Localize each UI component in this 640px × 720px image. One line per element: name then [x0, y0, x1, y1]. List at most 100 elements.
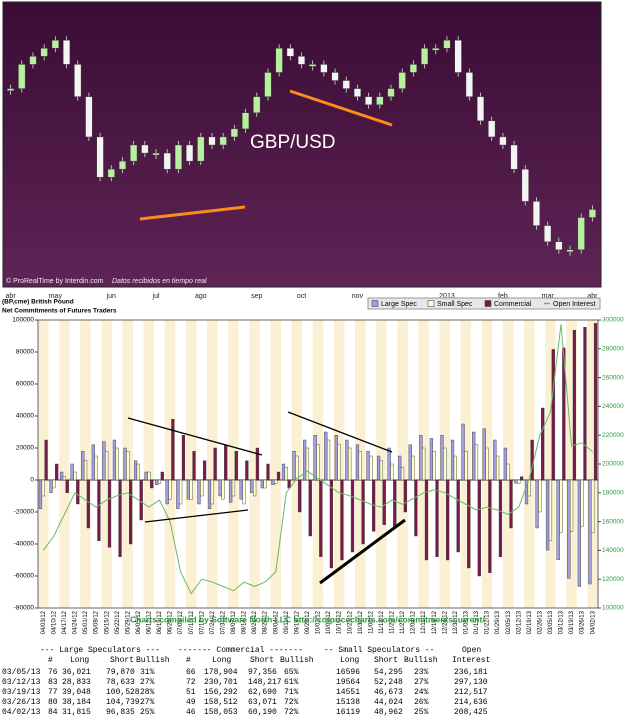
bar	[271, 479, 275, 486]
candle	[499, 136, 507, 146]
bar	[157, 479, 162, 484]
legend-swatch	[371, 300, 379, 307]
band-stripe	[576, 320, 588, 608]
x-tick-label: 04/03/12	[41, 610, 47, 634]
bar	[506, 463, 510, 481]
bar	[432, 451, 436, 481]
candle	[555, 241, 563, 250]
table-column-header: #	[186, 656, 191, 665]
y2-tick-label: 260000	[602, 374, 624, 381]
bar	[276, 471, 281, 481]
bar	[450, 439, 455, 481]
bar	[577, 479, 581, 587]
band-stripe	[175, 320, 186, 608]
y-tick-label: -80000	[14, 605, 35, 612]
band-stripe	[228, 320, 239, 608]
bar	[319, 479, 323, 558]
bar	[456, 479, 460, 553]
band-stripe	[38, 320, 49, 608]
bar	[189, 479, 193, 500]
bar	[350, 479, 355, 553]
band-stripe	[143, 320, 155, 608]
candle	[387, 88, 395, 97]
y-tick-label: 80000	[16, 349, 34, 356]
bar	[588, 479, 592, 585]
cot-title: (BP,cme) British Pound	[2, 299, 74, 306]
bar	[390, 463, 394, 481]
table-cell: 63,071	[248, 698, 277, 707]
bar	[65, 479, 69, 494]
bar	[298, 479, 302, 513]
bar	[355, 444, 360, 481]
bar	[97, 479, 101, 541]
candle	[96, 136, 104, 178]
table-column-header: Long	[340, 656, 359, 665]
bar	[165, 479, 169, 505]
candle	[29, 56, 37, 65]
table-cell: 76	[48, 668, 58, 677]
table-cell: 16119	[336, 708, 360, 717]
x-tick-label: 09/25/12	[305, 610, 311, 634]
x-tick-label: 05/22/12	[115, 610, 121, 634]
candle	[297, 56, 306, 65]
table-column-header: Short	[250, 656, 274, 665]
legend-label: Large Spec	[381, 301, 417, 308]
bar	[548, 479, 553, 541]
table-cell: 148,217	[248, 678, 282, 687]
bar	[160, 471, 164, 481]
band-stripe	[69, 320, 81, 608]
band-stripe	[249, 320, 260, 608]
candle	[74, 64, 82, 97]
bar	[213, 447, 217, 481]
table-cell: 23%	[414, 668, 429, 677]
candle	[197, 136, 205, 162]
table-cell: 39,048	[62, 688, 91, 697]
bar	[403, 479, 407, 513]
bar	[485, 447, 489, 481]
y2-tick-label: 140000	[602, 547, 624, 554]
bar	[419, 435, 423, 481]
x-tick-label: jul	[152, 293, 160, 300]
candle	[174, 144, 182, 170]
cot-layer: -80000 -60000 -40000 -20000 0 20000 40000 60000…	[12, 297, 624, 634]
x-tick-label: abr	[6, 293, 17, 300]
x-tick-label: 02/12/13	[516, 610, 522, 634]
table-column-header: Interest	[452, 656, 490, 665]
x-tick-label: 08/14/12	[242, 610, 248, 634]
candle	[465, 72, 473, 97]
trend-line	[289, 89, 393, 127]
table-column-header: Bullish	[404, 656, 438, 665]
bar	[509, 479, 513, 529]
bar	[340, 479, 344, 561]
y2-tick-label: 120000	[602, 576, 624, 583]
bar	[326, 439, 331, 481]
bar	[472, 431, 476, 481]
bar	[559, 479, 563, 533]
y-tick-label: -40000	[14, 541, 35, 548]
bar	[572, 329, 577, 481]
x-tick-label: 05/08/12	[94, 610, 100, 634]
candle	[40, 48, 48, 57]
band-stripe	[270, 320, 282, 608]
x-tick-label: 05/15/12	[104, 610, 110, 634]
table-column-header: Long	[70, 656, 89, 665]
bar	[567, 479, 571, 579]
candle	[454, 40, 462, 73]
price-credit-note: Datos recibidos en tiempo real	[112, 278, 207, 285]
table-cell: 03/12/13	[2, 678, 41, 687]
bar	[147, 471, 151, 481]
legend-swatch	[484, 300, 492, 307]
bar	[136, 463, 140, 481]
table-column-header: Bullish	[136, 656, 170, 665]
bar	[107, 479, 112, 548]
x-tick-label: 12/11/12	[421, 610, 427, 634]
bar	[414, 479, 418, 537]
x-tick-label: 01/08/13	[464, 610, 470, 634]
table-cell: 100,528	[106, 688, 140, 697]
cot-subtitle: Net Commitments of Futures Traders	[2, 308, 117, 315]
candle	[130, 144, 138, 162]
x-tick-label: 03/19/13	[569, 610, 575, 634]
bar	[313, 435, 317, 481]
bar	[112, 439, 117, 481]
bar	[81, 451, 85, 481]
